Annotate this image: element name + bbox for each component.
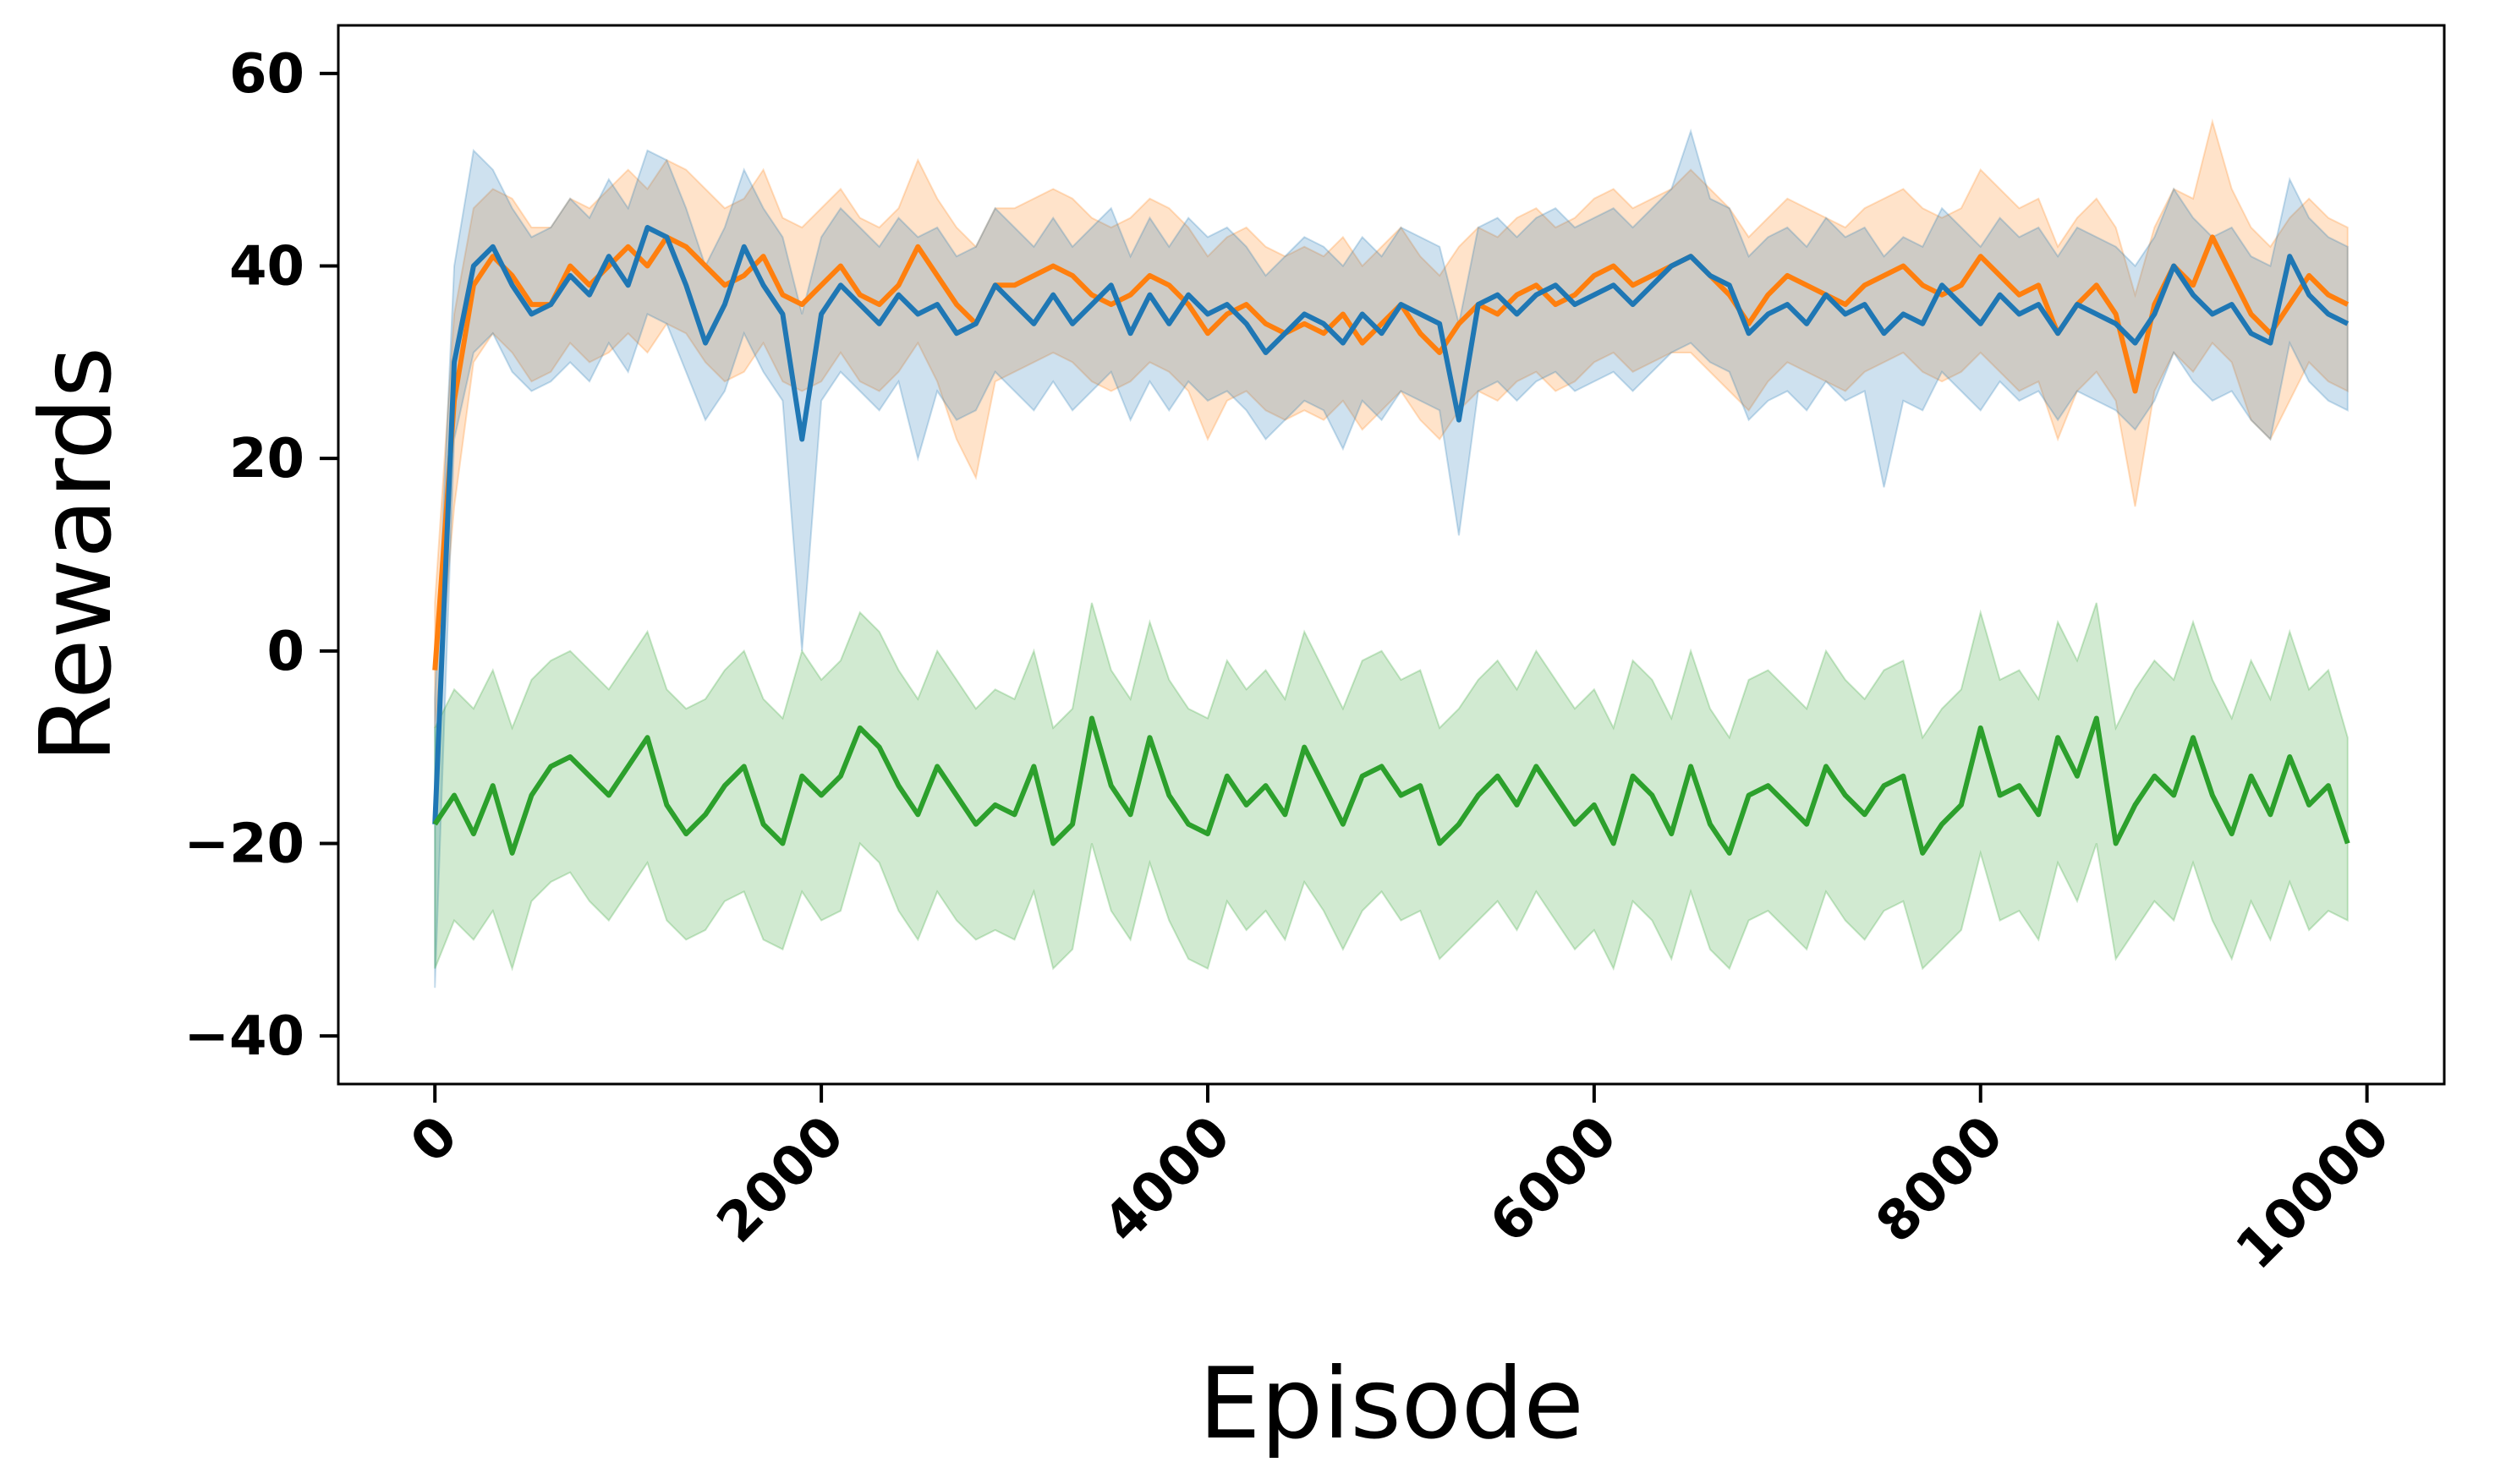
y-axis: −40 −20 0 20 40 60 (184, 43, 338, 1068)
plot-frame (337, 24, 2446, 1086)
x-tick-label: 0 (399, 1104, 470, 1175)
y-tick-label: 20 (229, 428, 304, 490)
series-0-band (434, 118, 2349, 728)
x-tick-label: 10000 (2224, 1104, 2402, 1282)
x-axis: 0 2000 4000 6000 8000 10000 (399, 1084, 2402, 1282)
y-tick-label: 60 (229, 43, 304, 106)
series-2-band (434, 602, 2349, 972)
series-1-band (434, 128, 2349, 988)
series-lines (432, 225, 2350, 856)
x-tick-label: 8000 (1865, 1104, 2015, 1255)
x-axis-label: Episode (1198, 1347, 1584, 1461)
x-tick-label: 2000 (705, 1104, 856, 1255)
series-2-line (432, 715, 2350, 856)
y-tick-label: −20 (184, 813, 304, 875)
y-tick-label: 40 (229, 236, 304, 298)
y-tick-label: 0 (266, 621, 304, 683)
x-tick-label: 4000 (1092, 1104, 1242, 1255)
confidence-bands (434, 118, 2349, 988)
series-1-line (432, 225, 2350, 824)
x-tick-label: 6000 (1478, 1104, 1629, 1255)
y-axis-label: Rewards (19, 347, 134, 763)
y-tick-label: −40 (184, 1005, 304, 1068)
